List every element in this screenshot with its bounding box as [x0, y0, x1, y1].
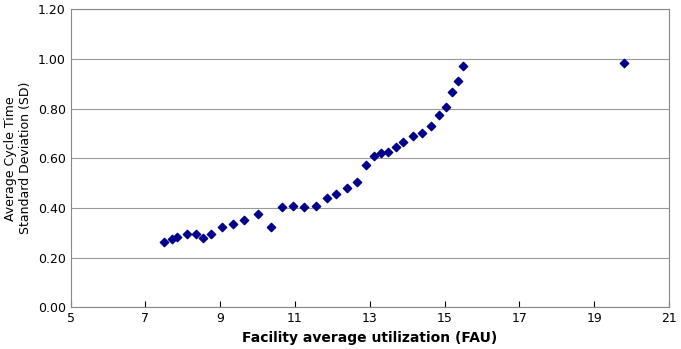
Point [368, 153, 379, 158]
Point [383, 149, 394, 155]
Point [166, 236, 177, 242]
Point [452, 79, 463, 84]
Point [206, 231, 217, 237]
Point [417, 131, 428, 136]
Point [287, 203, 298, 208]
Point [239, 218, 250, 223]
Point [228, 221, 239, 227]
Point [618, 60, 629, 65]
Point [299, 204, 310, 209]
Point [447, 90, 458, 95]
Point [310, 203, 321, 208]
X-axis label: Facility average utilization (FAU): Facility average utilization (FAU) [242, 331, 497, 345]
Point [398, 139, 409, 145]
Point [321, 195, 332, 201]
Point [198, 235, 209, 240]
Point [181, 231, 192, 237]
Point [265, 224, 276, 229]
Point [217, 224, 227, 229]
Point [407, 133, 418, 139]
Point [441, 105, 452, 110]
Point [360, 162, 371, 167]
Point [191, 231, 202, 237]
Point [375, 150, 386, 156]
Point [351, 179, 362, 185]
Point [172, 234, 183, 239]
Point [390, 144, 401, 150]
Point [426, 123, 437, 129]
Point [434, 112, 445, 118]
Point [252, 211, 263, 217]
Point [276, 204, 287, 209]
Point [159, 239, 170, 244]
Y-axis label: Average Cycle Time
Standard Deviation (SD): Average Cycle Time Standard Deviation (S… [4, 82, 32, 235]
Point [331, 192, 342, 197]
Point [342, 185, 353, 191]
Point [458, 64, 469, 69]
